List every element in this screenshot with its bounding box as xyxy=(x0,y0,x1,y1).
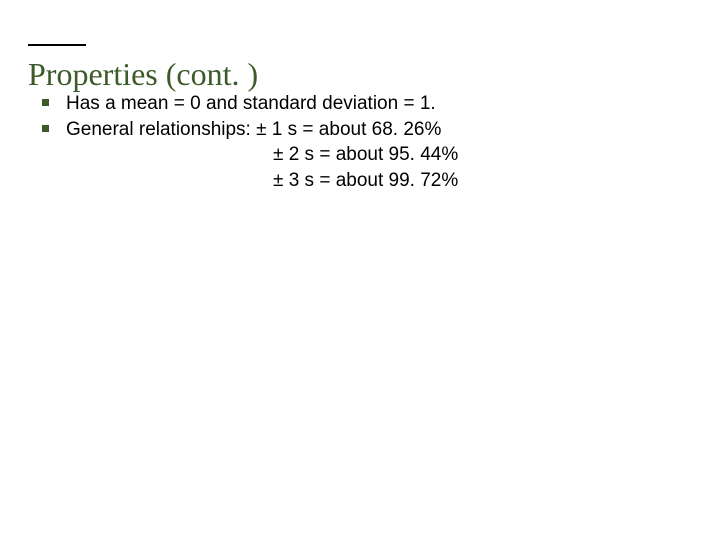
decorative-rule xyxy=(28,44,86,46)
bullet-text: General relationships: ± 1 s = about 68.… xyxy=(66,119,441,140)
slide-title: Properties (cont. ) xyxy=(28,56,692,93)
slide-content: Properties (cont. ) Has a mean = 0 and s… xyxy=(28,56,692,194)
slide-body: Has a mean = 0 and standard deviation = … xyxy=(28,91,692,194)
bullet-text-line: ± 2 s = about 95. 44% xyxy=(273,142,692,168)
list-item: Has a mean = 0 and standard deviation = … xyxy=(66,91,692,117)
list-item: General relationships: ± 1 s = about 68.… xyxy=(66,117,692,194)
square-bullet-icon xyxy=(42,125,49,132)
bullet-text: Has a mean = 0 and standard deviation = … xyxy=(66,93,436,114)
continuation-lines: ± 2 s = about 95. 44% ± 3 s = about 99. … xyxy=(66,142,692,193)
square-bullet-icon xyxy=(42,99,49,106)
bullet-text-line: ± 3 s = about 99. 72% xyxy=(273,168,692,194)
